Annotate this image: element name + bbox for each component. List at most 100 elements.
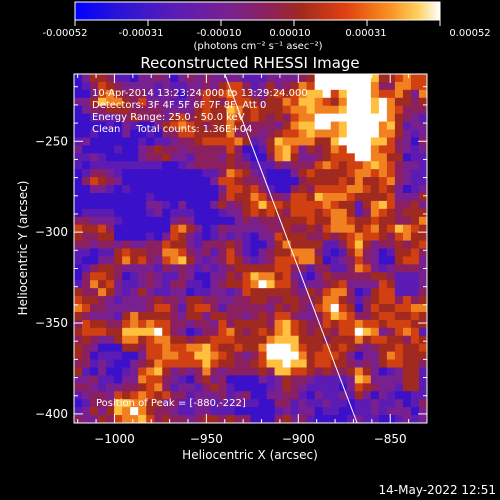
heatmap-cell	[82, 105, 91, 115]
heatmap-cell	[178, 232, 187, 242]
heatmap-cell	[178, 177, 187, 186]
heatmap-cell	[258, 240, 268, 250]
heatmap-cell	[98, 216, 107, 226]
heatmap-cell	[386, 200, 396, 210]
heatmap-cell	[346, 280, 356, 289]
heatmap-cell	[306, 399, 316, 408]
heatmap-cell	[354, 232, 364, 242]
heatmap-cell	[314, 351, 324, 361]
heatmap-cell	[410, 311, 420, 321]
heatmap-cell	[290, 113, 300, 123]
heatmap-cell	[378, 169, 388, 178]
heatmap-cell	[154, 137, 163, 146]
heatmap-cell	[146, 232, 155, 242]
heatmap-cell	[186, 351, 195, 361]
heatmap-cell	[194, 113, 203, 123]
heatmap-cell	[298, 97, 308, 107]
heatmap-cell	[322, 304, 332, 313]
heatmap-cell	[274, 280, 284, 289]
heatmap-cell	[178, 288, 187, 297]
heatmap-cell	[362, 248, 372, 258]
heatmap-cell	[322, 319, 332, 329]
heatmap-cell	[346, 367, 356, 377]
heatmap-cell	[90, 248, 99, 258]
heatmap-cell	[82, 137, 91, 146]
heatmap-cell	[346, 232, 356, 242]
heatmap-cell	[338, 327, 348, 337]
heatmap-cell	[218, 145, 228, 154]
heatmap-cell	[338, 319, 348, 329]
heatmap-cell	[178, 224, 187, 234]
heatmap-cell	[122, 224, 131, 234]
heatmap-cell	[194, 256, 203, 265]
heatmap-cell	[322, 240, 332, 250]
heatmap-cell	[282, 208, 292, 218]
heatmap-cell	[202, 81, 211, 91]
heatmap-cell	[130, 208, 139, 218]
heatmap-cell	[234, 391, 244, 400]
heatmap-cell	[170, 407, 179, 416]
heatmap-cell	[106, 200, 115, 210]
heatmap-cell	[418, 383, 427, 392]
heatmap-cell	[290, 351, 300, 361]
heatmap-cell	[266, 74, 276, 83]
heatmap-cell	[418, 343, 427, 353]
heatmap-cell	[258, 129, 268, 139]
heatmap-cell	[282, 200, 292, 210]
heatmap-cell	[306, 121, 316, 131]
heatmap-cell	[266, 185, 276, 194]
heatmap-cell	[362, 280, 372, 289]
heatmap-cell	[354, 137, 364, 146]
heatmap-cell	[346, 145, 356, 154]
heatmap-cell	[322, 129, 332, 139]
heatmap-cell	[146, 288, 155, 297]
heatmap-cell	[162, 224, 171, 234]
heatmap-cell	[186, 81, 195, 91]
heatmap-cell	[74, 161, 83, 170]
heatmap-cell	[282, 367, 292, 377]
heatmap-cell	[106, 137, 115, 146]
heatmap-cell	[186, 74, 195, 83]
heatmap-cell	[346, 272, 356, 281]
heatmap-cell	[170, 256, 179, 265]
heatmap-cell	[234, 177, 244, 186]
heatmap-cell	[154, 248, 163, 258]
heatmap-cell	[130, 224, 139, 234]
heatmap-cell	[282, 224, 292, 234]
heatmap-cell	[122, 399, 131, 408]
heatmap-cell	[298, 311, 308, 321]
heatmap-cell	[74, 311, 83, 321]
heatmap-cell	[114, 74, 123, 83]
heatmap-cell	[106, 105, 115, 115]
heatmap-cell	[82, 280, 91, 289]
heatmap-cell	[362, 272, 372, 281]
heatmap-cell	[130, 304, 139, 313]
heatmap-cell	[234, 383, 244, 392]
heatmap-cell	[202, 311, 211, 321]
heatmap-cell	[418, 335, 427, 345]
heatmap-cell	[250, 351, 260, 361]
heatmap-cell	[74, 304, 83, 313]
heatmap-cell	[242, 224, 252, 234]
heatmap-cell	[74, 177, 83, 186]
heatmap-cell	[178, 200, 187, 210]
heatmap-cell	[90, 74, 99, 83]
heatmap-cell	[186, 177, 195, 186]
heatmap-cell	[138, 319, 147, 329]
heatmap-cell	[154, 185, 163, 194]
heatmap-cell	[242, 232, 252, 242]
heatmap-cell	[154, 89, 163, 99]
heatmap-cell	[154, 200, 163, 210]
heatmap-cell	[282, 177, 292, 186]
heatmap-cell	[226, 224, 236, 234]
heatmap-cell	[346, 407, 356, 416]
heatmap-cell	[242, 375, 252, 384]
heatmap-cell	[410, 224, 420, 234]
heatmap-cell	[242, 145, 252, 154]
heatmap-cell	[210, 304, 220, 313]
heatmap-cell	[226, 280, 236, 289]
heatmap-cell	[354, 105, 364, 115]
heatmap-cell	[354, 335, 364, 345]
heatmap-cell	[258, 280, 268, 289]
heatmap-cell	[154, 216, 163, 226]
